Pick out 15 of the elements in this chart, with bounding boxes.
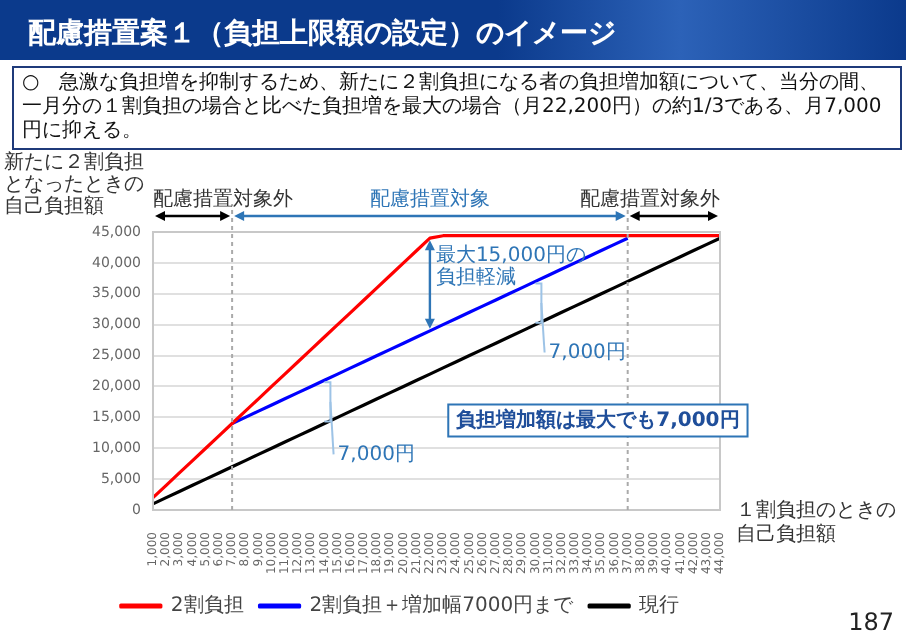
y-axis-title: 新たに２割負担となったときの自己負担額	[4, 152, 146, 218]
annotation: 7,000円	[548, 341, 626, 364]
annotation: 7,000円	[337, 443, 415, 466]
chart-title: 配慮措置案１（負担上限額の設定）のイメージ	[28, 16, 616, 52]
text: 配慮措置対象	[369, 187, 490, 212]
text: 配慮措置対象外	[580, 187, 720, 212]
x-axis-title: １割負担のときの自己負担額	[736, 500, 896, 548]
annotation: 負担増加額は最大でも7,000円	[456, 407, 740, 432]
chart-subtitle: ○ 急激な負担増を抑制するため、新たに２割負担になる者の負担増加額について、当分の間、一月分の１割負担の場合と比べた負担増を最大の場合（月22,200円）の約1/3である、月7,000円に抑える。	[12, 66, 902, 150]
legend-label: 現行	[639, 595, 680, 618]
legend-label: 2割負担＋増加幅7000円まで	[309, 593, 576, 618]
text: 配慮措置対象外	[152, 187, 293, 212]
legend-label: 2割負担	[170, 593, 244, 618]
text: 187	[848, 608, 894, 636]
annotation: 最大15,000円の負担軽減	[435, 243, 586, 290]
